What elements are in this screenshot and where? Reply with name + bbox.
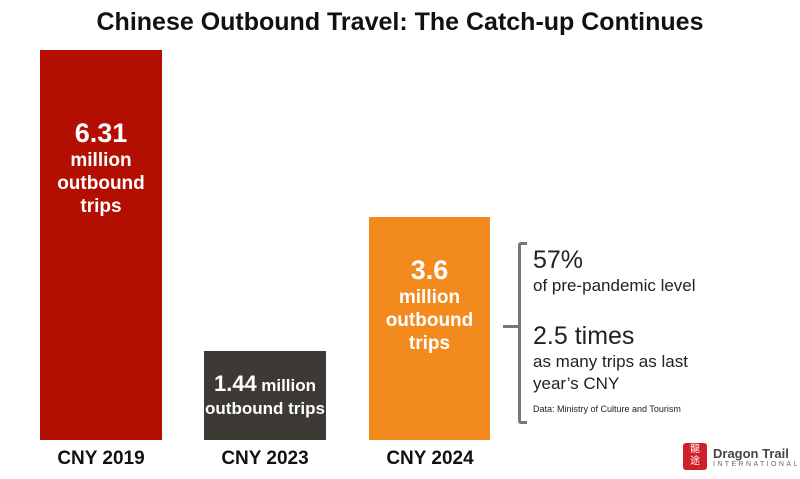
stat-percent: 57% [533,246,584,274]
logo-sub: INTERNATIONAL [713,460,800,468]
bar-label: million [261,375,317,395]
logo-name: Dragon Trail [713,445,789,461]
x-tick-label: CNY 2024 [386,448,474,469]
x-tick-label: CNY 2019 [57,448,145,469]
bar-cny-2024: 3.6 million outbound trips [369,217,490,440]
stat-times: 2.5 times [533,322,635,350]
bar-cny-2023: 1.44 million outbound trips [204,350,326,440]
bar-label: trips [80,196,122,217]
bar-label: outbound [57,173,145,194]
bar-label: outbound [385,310,474,332]
bar-label: million [70,150,132,171]
bar-value-label: 1.44 [213,370,257,396]
bar-label: outbound trips [205,398,325,418]
bar-label: trips [408,333,451,355]
stat-times-text: as many trips as last [533,352,688,371]
source-note: Data: Ministry of Culture and Tourism [533,404,681,414]
bracket-tick [503,325,521,328]
bar-cny-2019: 6.31 million outbound trips [40,50,162,440]
bar-label: million [398,287,461,309]
stat-percent-text: of pre-pandemic level [533,276,696,295]
bar-value-label: 3.6 [410,255,449,286]
stat-times-text: year’s CNY [533,374,620,393]
chart-title: Chinese Outbound Travel: The Catch-up Co… [96,8,704,36]
bar-value-label: 6.31 [74,118,128,148]
x-tick-label: CNY 2023 [221,448,309,469]
logo-seal-icon: 龍途 [683,443,707,470]
logo: 龍途 Dragon Trail INTERNATIONAL [683,443,800,470]
bracket [518,242,527,424]
